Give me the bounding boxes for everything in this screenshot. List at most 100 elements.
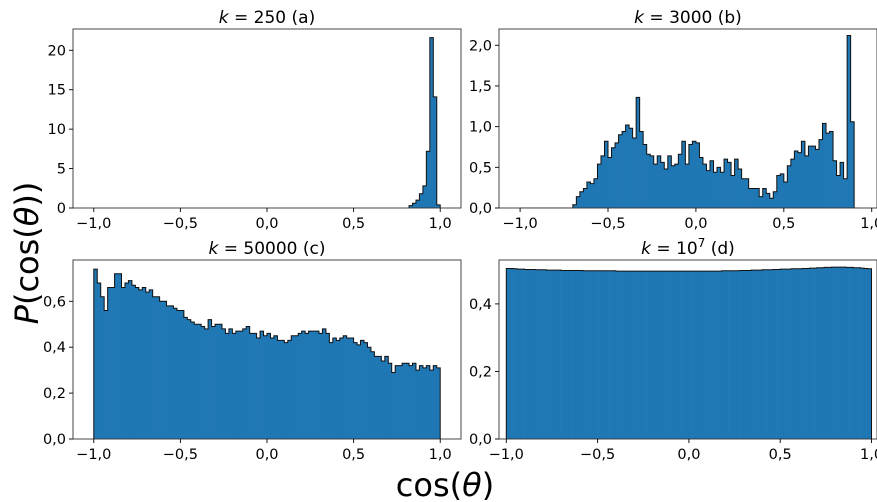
histogram-bar (426, 365, 431, 439)
histogram-outline (505, 266, 873, 439)
histogram-bar (688, 271, 693, 439)
histogram-bar (173, 308, 178, 439)
histogram-bar (381, 360, 386, 439)
histogram-outline (93, 268, 441, 439)
histogram-bar (685, 271, 690, 439)
histogram-bar (564, 270, 569, 439)
histogram-bar (405, 363, 410, 439)
histogram-bar (246, 326, 250, 439)
histogram-bar (176, 310, 181, 439)
histogram-bar (360, 340, 365, 439)
histogram-bar (772, 269, 777, 439)
y-tick-label: 0,6 (43, 294, 66, 310)
axes-frame (498, 28, 877, 209)
histogram-bar (267, 333, 271, 439)
x-tick-label: −0,5 (580, 447, 615, 463)
bars (93, 268, 441, 439)
histogram-bar (287, 340, 292, 439)
x-tick-label: −0,5 (163, 216, 198, 232)
x-tick-label: 0,5 (772, 216, 795, 232)
histogram-bar (367, 347, 372, 439)
histogram-bar (118, 273, 122, 439)
histogram-bar (790, 159, 795, 208)
histogram-bar (751, 270, 755, 439)
histogram-bar (703, 271, 708, 439)
histogram-bar (842, 267, 847, 439)
histogram-bar (820, 267, 825, 439)
histogram-bar (696, 271, 701, 439)
histogram-bar (678, 154, 683, 208)
histogram-bar (121, 287, 126, 439)
y-tick-label: 0,2 (43, 386, 66, 402)
histogram-bar (724, 159, 728, 208)
histogram-bar (104, 310, 108, 439)
histogram-bar (166, 305, 171, 439)
histogram-bar (409, 365, 413, 439)
histogram-bar (506, 268, 511, 439)
histogram-bar (780, 269, 785, 439)
x-tick-label: 1,0 (860, 216, 877, 232)
histogram-bar (787, 269, 792, 439)
histogram-bar (601, 270, 606, 439)
histogram-bar (797, 152, 802, 208)
histogram-bar (608, 270, 613, 439)
histogram-bar (805, 268, 810, 439)
histogram-bar (625, 125, 630, 208)
histogram-bar (298, 333, 302, 439)
histogram-bar (634, 271, 639, 439)
histogram-bar (353, 342, 358, 439)
histogram-bar (232, 333, 237, 439)
histogram-bar (643, 144, 647, 208)
histogram-bar (646, 154, 651, 208)
histogram-bar (656, 271, 660, 439)
histogram-bar (568, 270, 573, 439)
histogram-bar (107, 287, 112, 439)
histogram-bar (270, 338, 275, 439)
histogram-outline (520, 35, 858, 208)
histogram-bar (721, 270, 726, 439)
histogram-bar (838, 267, 843, 439)
histogram-bar (208, 319, 212, 439)
histogram-bar (612, 270, 617, 439)
histogram-bar (412, 203, 417, 208)
histogram-bar (256, 338, 261, 439)
figure-x-label: cos(θ) (396, 466, 494, 502)
histogram-bar (180, 310, 185, 439)
histogram-bar (520, 269, 525, 439)
histogram-bar (663, 271, 668, 439)
histogram-bar (239, 331, 244, 439)
histogram-bar (312, 331, 316, 439)
histogram-bar (729, 270, 734, 439)
histogram-bar (688, 144, 693, 208)
histogram-bar (576, 196, 581, 208)
histogram-bar (260, 331, 264, 439)
histogram-bar (204, 328, 209, 439)
histogram-bar (590, 183, 595, 208)
histogram-bar (847, 35, 851, 208)
histogram-bar (221, 328, 226, 439)
panel-c: −1,0 −0,5 0,0 0,5 1,0 0,0 0,2 0,4 0,6 k = 50000 (… (43, 239, 462, 463)
histogram-bar (211, 326, 216, 439)
histogram-bar (791, 268, 796, 439)
histogram-bar (611, 147, 616, 208)
histogram-bar (322, 328, 327, 439)
x-tick-label: 0,5 (769, 447, 792, 463)
histogram-bar (734, 159, 739, 208)
histogram-bar (720, 172, 725, 208)
bars (520, 35, 858, 208)
histogram-bar (149, 289, 153, 439)
x-tick-label: 0,0 (255, 447, 278, 463)
histogram-bar (124, 282, 129, 439)
histogram-bar (433, 96, 438, 208)
histogram-bar (546, 270, 551, 439)
histogram-bar (849, 267, 854, 439)
histogram-bar (97, 282, 102, 439)
histogram-bar (277, 340, 282, 439)
histogram-bar (318, 333, 323, 439)
x-tick-label: 1,0 (429, 447, 452, 463)
y-tick-label: 0,0 (43, 432, 66, 448)
histogram-bar (128, 280, 133, 439)
histogram-bar (597, 270, 602, 439)
histogram-bar (163, 301, 167, 439)
